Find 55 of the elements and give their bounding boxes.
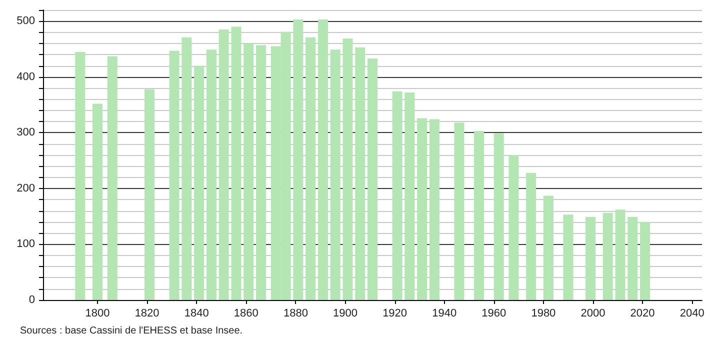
- bar: [640, 222, 650, 300]
- x-tick-label: 1940: [432, 308, 457, 320]
- y-tick-label: 200: [16, 182, 35, 194]
- bar: [508, 155, 519, 300]
- bar: [244, 43, 254, 300]
- bar: [256, 45, 266, 300]
- bar: [563, 214, 574, 300]
- bar: [75, 52, 86, 300]
- bar: [306, 37, 316, 300]
- bar: [342, 38, 353, 300]
- bar: [107, 56, 118, 300]
- x-tick-label: 1840: [184, 308, 209, 320]
- bar: [218, 30, 229, 300]
- bar: [330, 50, 340, 300]
- bar: [474, 131, 484, 300]
- x-tick-label: 1960: [482, 308, 506, 320]
- bar: [417, 118, 428, 300]
- x-tick-label: 1880: [283, 308, 308, 320]
- bar: [194, 66, 204, 300]
- bar: [355, 47, 366, 300]
- bar: [628, 216, 638, 300]
- bar: [92, 104, 103, 300]
- y-tick-label: 500: [16, 15, 35, 28]
- bar: [392, 91, 402, 300]
- bar: [368, 58, 378, 300]
- bar: [586, 216, 596, 300]
- bar: [615, 210, 626, 300]
- bar: [182, 37, 192, 300]
- x-tick-label: 1900: [333, 308, 358, 320]
- bar: [543, 196, 554, 300]
- bar: [494, 133, 504, 300]
- y-tick-label: 300: [16, 126, 35, 139]
- source-note: Sources : base Cassini de l'EHESS et base Insee.: [20, 326, 243, 336]
- bar: [404, 92, 415, 300]
- x-tick-label: 2000: [580, 308, 606, 320]
- bar: [318, 19, 328, 300]
- x-tick-label: 1860: [234, 308, 258, 320]
- bar: [429, 119, 440, 300]
- x-tick-label: 1820: [134, 308, 160, 320]
- bar: [602, 213, 613, 300]
- bar: [144, 89, 155, 300]
- x-tick-label: 2020: [630, 308, 655, 320]
- x-tick-label: 1980: [531, 308, 556, 320]
- bar: [231, 26, 242, 300]
- x-tick-label: 1800: [85, 308, 110, 320]
- bar: [169, 50, 180, 300]
- bar: [454, 122, 464, 300]
- y-tick-label: 100: [16, 238, 35, 250]
- y-tick-label: 0: [28, 294, 35, 306]
- bar: [206, 50, 216, 300]
- bar: [526, 172, 536, 300]
- bar: [293, 19, 304, 300]
- x-tick-label: 1920: [382, 308, 408, 320]
- y-tick-label: 400: [16, 70, 35, 83]
- x-tick-label: 2040: [680, 308, 704, 320]
